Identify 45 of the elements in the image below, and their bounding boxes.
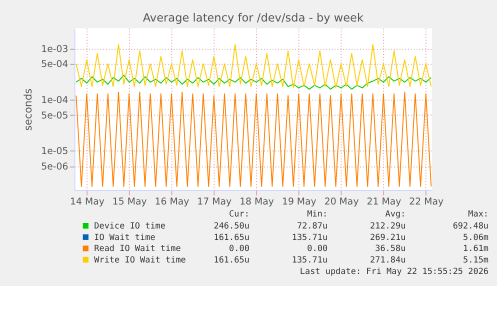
legend-label: Device IO time [94, 220, 166, 231]
line-series [76, 44, 432, 88]
y-tick-label: 5e-05 [41, 110, 68, 122]
x-tick-label: 19 May [282, 196, 317, 208]
legend-label: Write IO Wait time [94, 254, 186, 265]
text: Last update: Fri May 22 15:55:25 2026 [300, 266, 489, 276]
text: 1.61m [463, 243, 489, 254]
line-series [76, 92, 432, 187]
line-series [76, 74, 432, 90]
y-tick-label: 1e-03 [41, 44, 68, 55]
text: 135.71u [292, 232, 328, 242]
text: 269.21u [370, 232, 406, 242]
x-tick-label: 16 May [154, 196, 190, 208]
text: 692.48u [452, 220, 489, 231]
x-tick-label: 18 May [240, 196, 274, 208]
text: Min: [307, 208, 328, 218]
x-tick-label: 21 May [366, 196, 402, 208]
text: 0.00 [307, 243, 328, 254]
text: 36.58u [375, 243, 406, 254]
text: 5.06m [463, 232, 489, 242]
y-axis-title: seconds [22, 88, 35, 131]
text: Max: [468, 208, 489, 218]
x-tick-label: 17 May [197, 196, 232, 208]
text: 161.65u [214, 254, 250, 265]
text: 135.71u [292, 254, 328, 265]
x-tick-label: 22 May [409, 196, 444, 208]
text: 246.50u [214, 220, 250, 231]
y-tick-label: 1e-04 [41, 94, 68, 106]
x-tick-label: 15 May [112, 196, 148, 208]
y-tick-label: 5e-04 [41, 59, 68, 70]
text: Avg: [385, 208, 406, 218]
text: Cur: [229, 208, 250, 218]
text: 212.29u [370, 220, 406, 231]
text: 0.00 [229, 243, 250, 254]
x-tick-label: 20 May [324, 196, 360, 208]
text: 72.87u [296, 220, 328, 231]
x-tick-label: 14 May [70, 196, 105, 208]
legend-label: Read IO Wait time [94, 243, 181, 254]
text: 161.65u [214, 232, 250, 242]
legend-label: IO Wait time [94, 232, 156, 242]
text: 5.15m [463, 254, 489, 265]
y-tick-label: 1e-05 [41, 146, 68, 158]
chart-title: Average latency for /dev/sda - by week [142, 12, 364, 25]
text: 271.84u [370, 254, 406, 265]
y-tick-label: 5e-06 [41, 161, 68, 172]
